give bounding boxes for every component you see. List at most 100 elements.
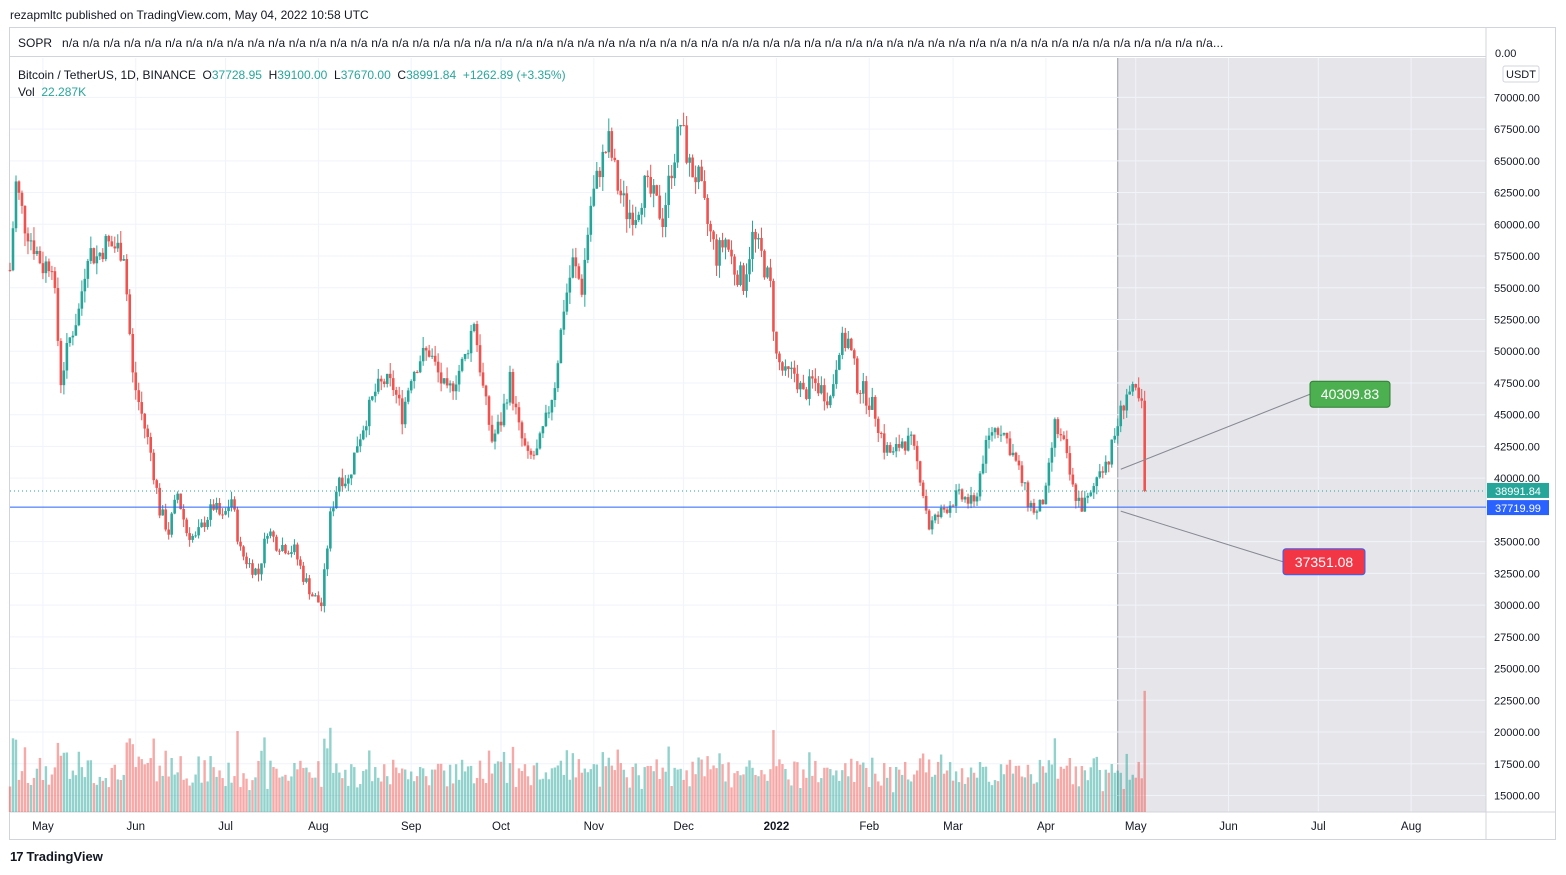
candle-body bbox=[236, 509, 239, 542]
volume-bar bbox=[763, 774, 766, 812]
candle-body bbox=[329, 511, 332, 549]
candle-body bbox=[879, 432, 883, 434]
candle-body bbox=[484, 385, 488, 397]
sopr-name: SOPR bbox=[18, 36, 53, 50]
volume-bar bbox=[883, 763, 886, 812]
candle-body bbox=[409, 381, 413, 391]
volume-bar bbox=[658, 779, 661, 812]
volume-bar bbox=[439, 763, 443, 812]
volume-bar bbox=[1131, 774, 1134, 812]
candle-body bbox=[1014, 452, 1018, 461]
volume-bar bbox=[224, 786, 227, 812]
volume-bar bbox=[628, 787, 631, 812]
volume-bar bbox=[700, 759, 703, 812]
volume-bar bbox=[158, 765, 161, 812]
volume-bar bbox=[565, 750, 569, 812]
candle-body bbox=[993, 428, 997, 433]
candle-body bbox=[784, 366, 787, 371]
volume-bar bbox=[706, 756, 709, 812]
tradingview-footer[interactable]: 17 TradingView bbox=[10, 849, 103, 864]
volume-bar bbox=[826, 767, 829, 812]
volume-bar bbox=[1137, 761, 1140, 812]
candle-body bbox=[838, 355, 841, 370]
candle-body bbox=[841, 332, 844, 356]
candle-body bbox=[646, 175, 650, 178]
volume-bar bbox=[987, 781, 991, 812]
volume-bar bbox=[520, 771, 524, 812]
volume-bar bbox=[957, 782, 961, 812]
candle-body bbox=[1017, 460, 1021, 466]
candle-body bbox=[721, 240, 724, 248]
candle-body bbox=[715, 239, 718, 266]
candle-body bbox=[125, 259, 129, 295]
candle-body bbox=[1110, 439, 1114, 465]
y-tick-label: 32500.00 bbox=[1494, 568, 1540, 580]
volume-bar bbox=[748, 760, 751, 812]
volume-bar bbox=[401, 768, 404, 812]
volume-bar bbox=[104, 778, 108, 812]
volume-bar bbox=[691, 761, 694, 812]
candle-body bbox=[50, 271, 54, 273]
volume-bar bbox=[784, 768, 787, 812]
volume-bar bbox=[436, 763, 440, 812]
candle-body bbox=[8, 269, 12, 271]
candle-body bbox=[56, 288, 60, 341]
candle-body bbox=[790, 367, 793, 370]
volume-bar bbox=[862, 762, 865, 812]
candle-body bbox=[347, 478, 350, 484]
volume-bar bbox=[571, 753, 575, 812]
volume-bar bbox=[409, 771, 413, 812]
volume-bar bbox=[670, 785, 673, 812]
volume-bar bbox=[1113, 772, 1116, 812]
candle-body bbox=[20, 192, 24, 206]
volume-bar bbox=[936, 761, 940, 812]
volume-bar bbox=[1023, 777, 1027, 812]
candle-body bbox=[275, 536, 278, 551]
candle-body bbox=[760, 237, 763, 251]
volume-bar bbox=[448, 764, 452, 812]
close-label: C bbox=[397, 68, 407, 82]
candle-body bbox=[688, 157, 691, 163]
volume-bar bbox=[535, 762, 539, 812]
volume-bar bbox=[314, 777, 317, 812]
candle-body bbox=[466, 353, 470, 355]
volume-bar bbox=[335, 763, 338, 812]
volume-bar bbox=[909, 781, 913, 812]
candle-body bbox=[670, 175, 673, 179]
candle-body bbox=[855, 358, 859, 393]
y-tick-label: 17500.00 bbox=[1494, 759, 1540, 771]
candle-body bbox=[990, 432, 994, 436]
candle-body bbox=[424, 347, 428, 351]
volume-bar bbox=[856, 761, 859, 812]
volume-bar bbox=[1116, 770, 1119, 812]
high-label: H bbox=[268, 68, 278, 82]
volume-bar bbox=[942, 773, 946, 812]
volume-bar bbox=[559, 760, 563, 812]
y-tick-label: 50000.00 bbox=[1494, 346, 1540, 358]
volume-bar bbox=[317, 761, 320, 812]
candle-body bbox=[490, 424, 494, 442]
volume-bar bbox=[595, 764, 599, 812]
candle-body bbox=[233, 499, 236, 510]
candle-body bbox=[38, 250, 42, 264]
volume-bar bbox=[457, 779, 461, 812]
volume-bar bbox=[257, 760, 260, 812]
volume-bar bbox=[1080, 765, 1084, 812]
candle-body bbox=[628, 212, 632, 220]
candle-body bbox=[724, 239, 727, 248]
candle-body bbox=[622, 193, 626, 196]
volume-bar bbox=[981, 767, 985, 812]
volume-bar bbox=[897, 769, 901, 812]
candle-body bbox=[607, 131, 611, 153]
volume-bar bbox=[146, 762, 149, 812]
candle-body bbox=[775, 331, 778, 354]
volume-bar bbox=[1095, 756, 1098, 812]
volume-bar bbox=[1014, 765, 1018, 812]
candle-body bbox=[655, 185, 658, 196]
volume-bar bbox=[694, 774, 697, 812]
volume-bar bbox=[532, 765, 536, 812]
candle-body bbox=[433, 355, 437, 362]
volume-bar bbox=[574, 777, 578, 812]
candle-body bbox=[131, 333, 135, 373]
